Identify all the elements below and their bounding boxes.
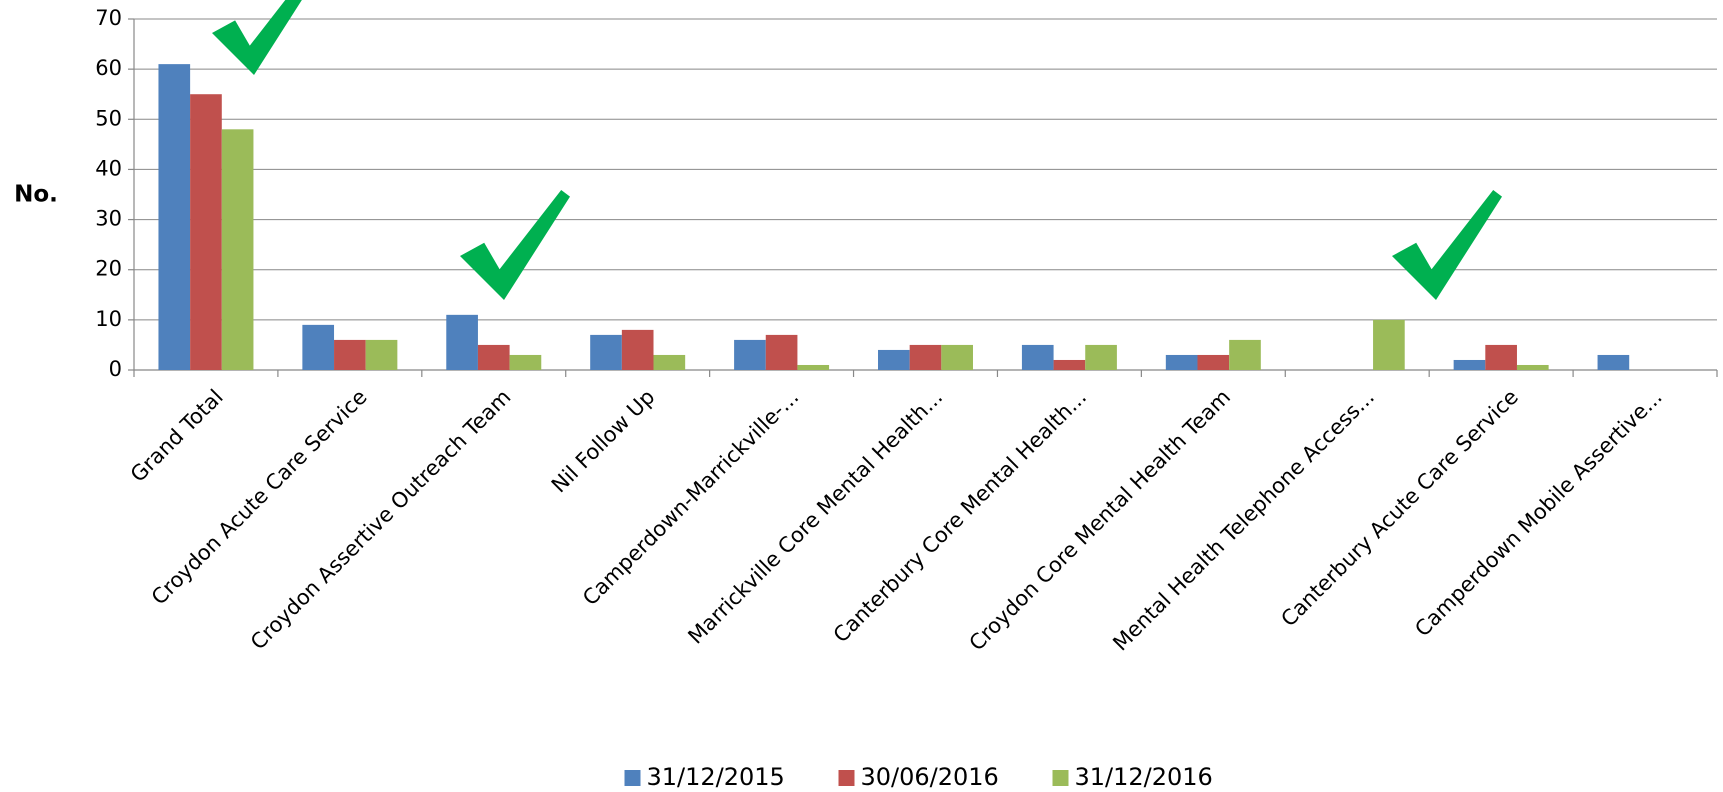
bar (158, 64, 191, 370)
bar (446, 314, 478, 370)
x-tick-label: Mental Health Telephone Access... (1108, 385, 1379, 656)
bar (1053, 359, 1086, 370)
bar (878, 349, 910, 370)
bar (797, 364, 830, 370)
x-tick-label: Croydon Core Mental Health Team (965, 385, 1236, 656)
checkmark (1392, 190, 1502, 300)
y-tick-label: 10 (95, 307, 122, 331)
bar (1485, 344, 1517, 370)
bar (477, 344, 510, 370)
bar (734, 339, 766, 370)
x-tick-label: Marrickville Core Mental Health... (683, 385, 947, 649)
y-tick-label: 0 (109, 357, 122, 381)
legend-swatch (1052, 770, 1069, 786)
y-tick-label: 20 (95, 257, 122, 281)
bar (941, 344, 973, 370)
y-tick-label: 40 (95, 156, 122, 180)
x-tick-label: Canterbury Core Mental Health... (829, 385, 1092, 648)
legend-label: 31/12/2016 (1075, 763, 1213, 791)
x-tick-label: Croydon Assertive Outreach Team (246, 385, 516, 655)
bar (334, 339, 366, 370)
y-tick-label: 50 (95, 106, 122, 130)
x-tick-label: Nil Follow Up (547, 385, 660, 498)
y-tick-label: 70 (95, 6, 122, 30)
legend-swatch (624, 770, 641, 786)
bar (1597, 354, 1630, 370)
bar (653, 354, 686, 370)
bar (365, 339, 398, 370)
bar (509, 354, 542, 370)
bar (1373, 319, 1405, 370)
legend-label: 30/06/2016 (861, 763, 999, 791)
checkmark (460, 190, 570, 300)
bar (1229, 339, 1261, 370)
bar (302, 324, 335, 370)
bar (765, 334, 798, 370)
x-tick-label: Grand Total (126, 385, 228, 487)
x-tick-label: Camperdown Mobile Assertive... (1410, 385, 1666, 641)
annotation-checks (212, 0, 1502, 300)
bar (1453, 359, 1486, 370)
bar (621, 329, 654, 370)
bar (190, 94, 222, 370)
y-tick-label: 30 (95, 207, 122, 231)
bar (590, 334, 622, 370)
bar (1165, 354, 1198, 370)
bar (221, 129, 254, 370)
checkmark (212, 0, 302, 75)
y-tick-label: 60 (95, 56, 122, 80)
bar (1197, 354, 1230, 370)
bar (1021, 344, 1054, 370)
bar (1085, 344, 1117, 370)
bar (1516, 364, 1549, 370)
x-tick-label: Canterbury Acute Care Service (1276, 385, 1523, 632)
legend-label: 31/12/2015 (647, 763, 785, 791)
legend-swatch (838, 770, 855, 786)
y-axis-label: No. (14, 182, 58, 208)
bar (909, 344, 942, 370)
